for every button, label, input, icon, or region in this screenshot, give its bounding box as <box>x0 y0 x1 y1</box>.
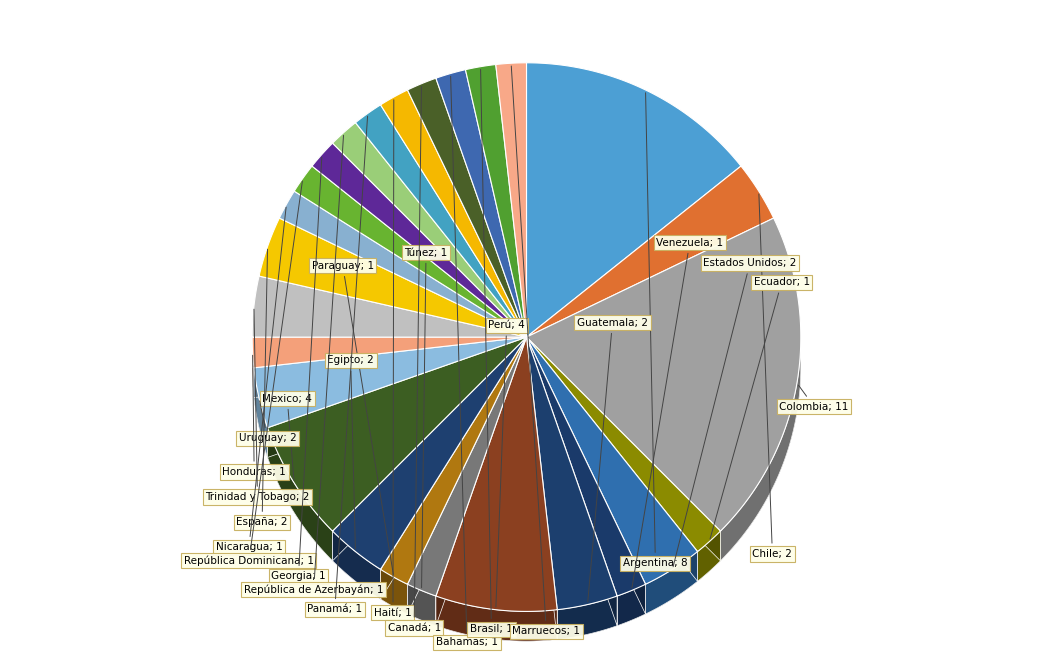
Polygon shape <box>436 596 557 641</box>
Text: Marruecos; 1: Marruecos; 1 <box>512 66 580 637</box>
Polygon shape <box>436 337 557 611</box>
Text: Estados Unidos; 2: Estados Unidos; 2 <box>673 258 797 566</box>
Polygon shape <box>333 531 380 599</box>
Text: Honduras; 1: Honduras; 1 <box>222 355 286 477</box>
Text: Uruguay; 2: Uruguay; 2 <box>239 401 296 444</box>
Polygon shape <box>254 368 267 457</box>
Polygon shape <box>496 63 526 337</box>
Polygon shape <box>252 337 526 367</box>
Text: Panamá; 1: Panamá; 1 <box>307 116 367 615</box>
Text: Canadá; 1: Canadá; 1 <box>388 87 441 633</box>
Polygon shape <box>380 569 408 614</box>
Polygon shape <box>697 531 720 581</box>
Polygon shape <box>408 337 526 614</box>
Text: Ecuador; 1: Ecuador; 1 <box>710 277 810 539</box>
Polygon shape <box>312 143 526 337</box>
Polygon shape <box>645 551 697 614</box>
Polygon shape <box>617 584 645 626</box>
Polygon shape <box>526 337 645 614</box>
Text: Georgia; 1: Georgia; 1 <box>271 157 325 582</box>
Polygon shape <box>526 337 617 609</box>
Polygon shape <box>526 337 557 639</box>
Polygon shape <box>408 584 436 626</box>
Text: Colombia; 11: Colombia; 11 <box>779 385 849 412</box>
Text: Trinidad y Tobago; 2: Trinidad y Tobago; 2 <box>205 309 310 502</box>
Polygon shape <box>465 65 526 337</box>
Polygon shape <box>380 90 526 337</box>
Text: República de Azerbayán; 1: República de Azerbayán; 1 <box>244 136 383 595</box>
Polygon shape <box>252 337 526 368</box>
Polygon shape <box>252 337 254 397</box>
Text: Haití; 1: Haití; 1 <box>374 100 412 618</box>
Polygon shape <box>408 337 526 596</box>
Text: Chile; 2: Chile; 2 <box>753 194 792 559</box>
Polygon shape <box>279 191 526 337</box>
Polygon shape <box>333 337 526 569</box>
Polygon shape <box>267 337 526 457</box>
Polygon shape <box>252 276 526 337</box>
Polygon shape <box>557 596 617 639</box>
Polygon shape <box>267 428 333 561</box>
Polygon shape <box>526 63 741 337</box>
Polygon shape <box>526 218 801 531</box>
Polygon shape <box>294 166 526 337</box>
Polygon shape <box>259 218 526 337</box>
Polygon shape <box>526 337 720 551</box>
Text: Túnez; 1: Túnez; 1 <box>404 247 448 588</box>
Text: Venezuela; 1: Venezuela; 1 <box>632 237 723 588</box>
Polygon shape <box>436 69 526 337</box>
Text: Nicaragua; 1: Nicaragua; 1 <box>216 207 286 553</box>
Polygon shape <box>526 337 617 626</box>
Polygon shape <box>526 337 720 561</box>
Polygon shape <box>526 166 774 337</box>
Polygon shape <box>408 78 526 337</box>
Polygon shape <box>254 337 526 428</box>
Polygon shape <box>333 337 526 561</box>
Polygon shape <box>333 337 526 561</box>
Polygon shape <box>254 337 526 397</box>
Polygon shape <box>254 337 526 397</box>
Text: Perú; 4: Perú; 4 <box>489 320 525 607</box>
Text: Bahamas; 1: Bahamas; 1 <box>436 76 498 648</box>
Text: Guatemala; 2: Guatemala; 2 <box>577 317 648 602</box>
Polygon shape <box>526 337 697 584</box>
Text: Brasil; 1: Brasil; 1 <box>470 69 513 635</box>
Text: España; 2: España; 2 <box>236 249 287 527</box>
Polygon shape <box>436 337 526 626</box>
Text: República Dominicana; 1: República Dominicana; 1 <box>184 181 314 566</box>
Polygon shape <box>267 337 526 531</box>
Text: Egipto; 2: Egipto; 2 <box>327 355 374 549</box>
Text: Argentina; 8: Argentina; 8 <box>623 93 688 568</box>
Polygon shape <box>356 105 526 337</box>
Polygon shape <box>380 337 526 599</box>
Polygon shape <box>252 337 526 367</box>
Text: Paraguay; 1: Paraguay; 1 <box>312 260 394 574</box>
Polygon shape <box>526 337 697 581</box>
Text: Mexico; 4: Mexico; 4 <box>262 393 312 481</box>
Polygon shape <box>380 337 526 599</box>
Polygon shape <box>526 337 720 561</box>
Polygon shape <box>526 337 697 581</box>
Polygon shape <box>526 337 645 596</box>
Polygon shape <box>333 123 526 337</box>
Polygon shape <box>526 337 557 639</box>
Polygon shape <box>436 337 526 626</box>
Polygon shape <box>267 337 526 457</box>
Polygon shape <box>252 337 801 641</box>
Polygon shape <box>408 337 526 614</box>
Polygon shape <box>380 337 526 584</box>
Polygon shape <box>720 337 801 561</box>
Polygon shape <box>526 337 617 626</box>
Polygon shape <box>526 337 645 614</box>
